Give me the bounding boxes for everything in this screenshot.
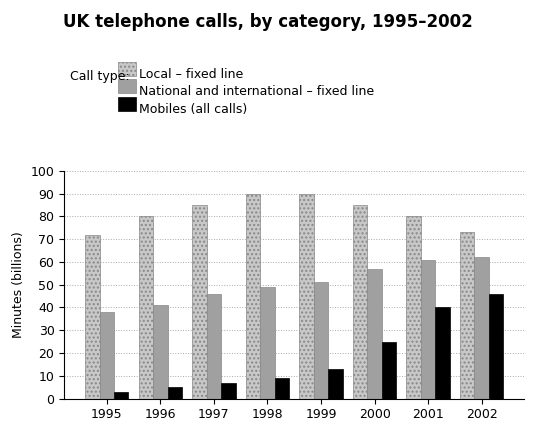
- Bar: [300, 194, 314, 399]
- Bar: [421, 260, 435, 399]
- Text: UK telephone calls, by category, 1995–2002: UK telephone calls, by category, 1995–20…: [63, 13, 472, 31]
- Bar: [85, 235, 100, 399]
- Bar: [114, 392, 128, 399]
- Bar: [274, 378, 289, 399]
- Bar: [328, 369, 343, 399]
- Bar: [460, 232, 475, 399]
- Bar: [100, 312, 114, 399]
- Bar: [207, 294, 221, 399]
- Bar: [260, 287, 274, 399]
- Bar: [368, 269, 382, 399]
- Bar: [475, 258, 489, 399]
- Bar: [192, 205, 207, 399]
- Bar: [489, 294, 503, 399]
- Bar: [167, 387, 182, 399]
- Bar: [407, 216, 421, 399]
- Bar: [382, 342, 396, 399]
- Bar: [353, 205, 368, 399]
- Bar: [246, 194, 260, 399]
- Bar: [314, 283, 328, 399]
- Text: National and international – fixed line: National and international – fixed line: [139, 85, 374, 99]
- Text: Mobiles (all calls): Mobiles (all calls): [139, 103, 247, 116]
- Text: Local – fixed line: Local – fixed line: [139, 68, 243, 81]
- Bar: [435, 307, 450, 399]
- Bar: [153, 305, 167, 399]
- Bar: [139, 216, 153, 399]
- Text: Call type:: Call type:: [70, 70, 129, 83]
- Bar: [221, 383, 235, 399]
- Y-axis label: Minutes (billions): Minutes (billions): [12, 231, 25, 338]
